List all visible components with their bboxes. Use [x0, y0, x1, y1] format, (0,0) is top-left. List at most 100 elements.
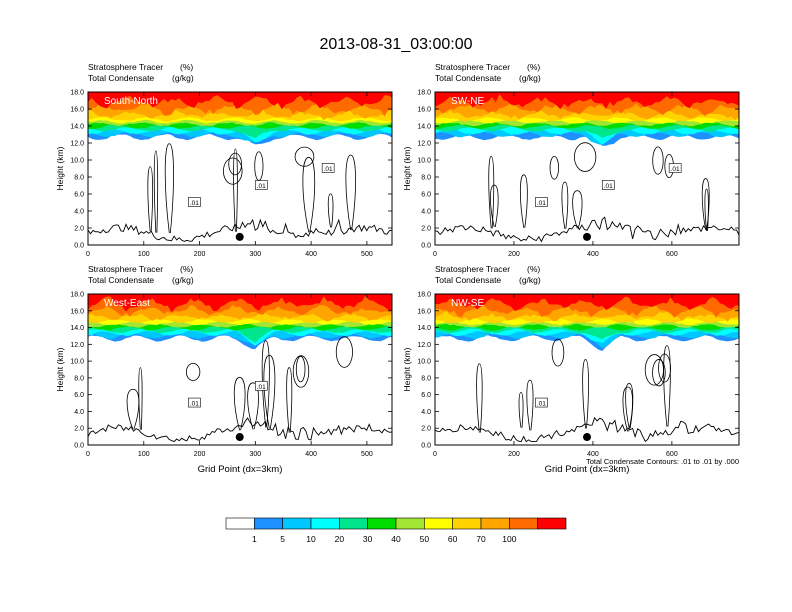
header-line2-unit: (g/kg) — [172, 275, 194, 285]
ytick-label: 8.0 — [74, 375, 84, 382]
cloud-contour — [622, 386, 633, 432]
terrain-line — [88, 218, 392, 242]
location-marker — [583, 433, 591, 442]
xtick-label: 500 — [361, 451, 373, 458]
ytick-label: 2.0 — [74, 226, 84, 233]
cloud-contour-blob — [294, 146, 315, 167]
ytick-label: 10.0 — [70, 359, 84, 366]
ytick-label: 16.0 — [417, 308, 431, 315]
terrain-line — [88, 417, 392, 443]
xtick-label: 400 — [305, 451, 317, 458]
panel-sw-ne: Stratosphere Tracer (%) Total Condensate (g… — [402, 62, 740, 258]
xtick-label: 0 — [86, 451, 90, 458]
xlabel: Grid Point (dx=3km) — [198, 464, 283, 475]
ytick-label: 10.0 — [417, 158, 431, 165]
ytick-label: 10.0 — [417, 359, 431, 366]
panel-nw-se: Stratosphere Tracer (%) Total Condensate (g… — [402, 264, 740, 475]
ytick-label: 18.0 — [70, 90, 84, 97]
xtick-label: 600 — [666, 251, 678, 258]
cloud-contour — [519, 174, 528, 228]
colorbar-label: 50 — [420, 534, 430, 544]
colorbar-swatch — [452, 517, 482, 530]
location-marker — [235, 232, 244, 241]
tracer-band-10 — [88, 92, 392, 110]
cloud-contour — [153, 150, 159, 233]
condensate-contours — [488, 142, 710, 232]
ytick-label: 14.0 — [70, 325, 84, 332]
tracer-band-10 — [435, 92, 739, 110]
plot-frame — [87, 91, 393, 246]
colorbar-swatch — [254, 517, 283, 530]
ytick-label: 12.0 — [417, 141, 431, 148]
cloud-contour — [233, 148, 238, 232]
location-marker — [583, 232, 591, 241]
plot-area — [88, 294, 392, 445]
colorbar-swatch — [339, 517, 368, 530]
cloud-contour — [663, 345, 671, 427]
contour-label: .01 — [257, 183, 266, 190]
panels: Stratosphere Tracer (%) Total Condensate (g… — [55, 62, 740, 475]
cloud-contour — [476, 363, 483, 433]
cloud-contour — [345, 154, 356, 231]
panel-name: SW-NE — [451, 96, 484, 107]
cloud-contour-blob — [573, 142, 597, 172]
xtick-label: 0 — [433, 251, 437, 258]
tracer-band-10 — [435, 294, 739, 312]
panel-name: NW-SE — [451, 298, 484, 309]
colorbar-swatch — [225, 517, 255, 530]
cloud-contour-blob — [292, 355, 310, 388]
cloud-contour — [147, 166, 154, 232]
cloud-contour — [164, 143, 174, 234]
colorbar: 1 5 10 20 30 40 50 60 70 100 — [225, 517, 567, 544]
condensate-contours — [147, 143, 356, 234]
cloud-contour — [526, 379, 534, 431]
cloud-contour — [126, 388, 140, 430]
condensate-contours — [476, 338, 671, 433]
header-line2-name: Total Condensate — [435, 275, 501, 285]
ylabel: Height (km) — [402, 347, 412, 391]
ylabel: Height (km) — [55, 347, 65, 391]
cloud-contour — [701, 178, 710, 231]
contour-label: .01 — [190, 200, 199, 207]
colorbar-label: 30 — [363, 534, 373, 544]
xtick-label: 600 — [666, 451, 678, 458]
cloud-contour — [247, 382, 259, 430]
cloud-contour-blob — [644, 354, 664, 386]
xtick-label: 400 — [587, 251, 599, 258]
xtick-label: 100 — [138, 451, 150, 458]
colorbar-label: 20 — [335, 534, 345, 544]
ytick-label: 18.0 — [70, 292, 84, 299]
xtick-label: 400 — [587, 451, 599, 458]
ytick-label: 4.0 — [74, 209, 84, 216]
ytick-label: 16.0 — [417, 107, 431, 114]
ylabel: Height (km) — [402, 146, 412, 190]
cloud-contour — [327, 193, 334, 228]
plot-frame — [434, 91, 740, 246]
ytick-label: 2.0 — [74, 426, 84, 433]
colorbar-label: 1 — [252, 534, 257, 544]
figure-title: 2013-08-31_03:00:00 — [319, 36, 472, 53]
location-marker — [235, 433, 244, 442]
header-line1-unit: (%) — [527, 264, 540, 274]
ytick-label: 0.0 — [74, 443, 84, 450]
contour-label: .01 — [324, 166, 333, 173]
ytick-label: 16.0 — [70, 107, 84, 114]
cloud-contour-blob — [658, 353, 671, 383]
terrain-line — [435, 216, 739, 243]
contour-label-box — [254, 380, 268, 391]
cloud-contour — [488, 155, 495, 229]
cloud-contour-blob — [228, 152, 242, 176]
header-line1-name: Stratosphere Tracer — [435, 264, 510, 274]
contour-label-box — [321, 163, 335, 173]
xtick-label: 400 — [305, 251, 317, 258]
header-line1-unit: (%) — [180, 264, 193, 274]
contour-label: .01 — [671, 166, 680, 173]
contour-label-box — [668, 163, 682, 173]
contour-label-box — [254, 180, 268, 190]
ytick-label: 14.0 — [70, 124, 84, 131]
plot-frame — [434, 293, 740, 446]
ytick-label: 12.0 — [70, 342, 84, 349]
panel-name: South-North — [104, 96, 158, 107]
ytick-label: 18.0 — [417, 292, 431, 299]
